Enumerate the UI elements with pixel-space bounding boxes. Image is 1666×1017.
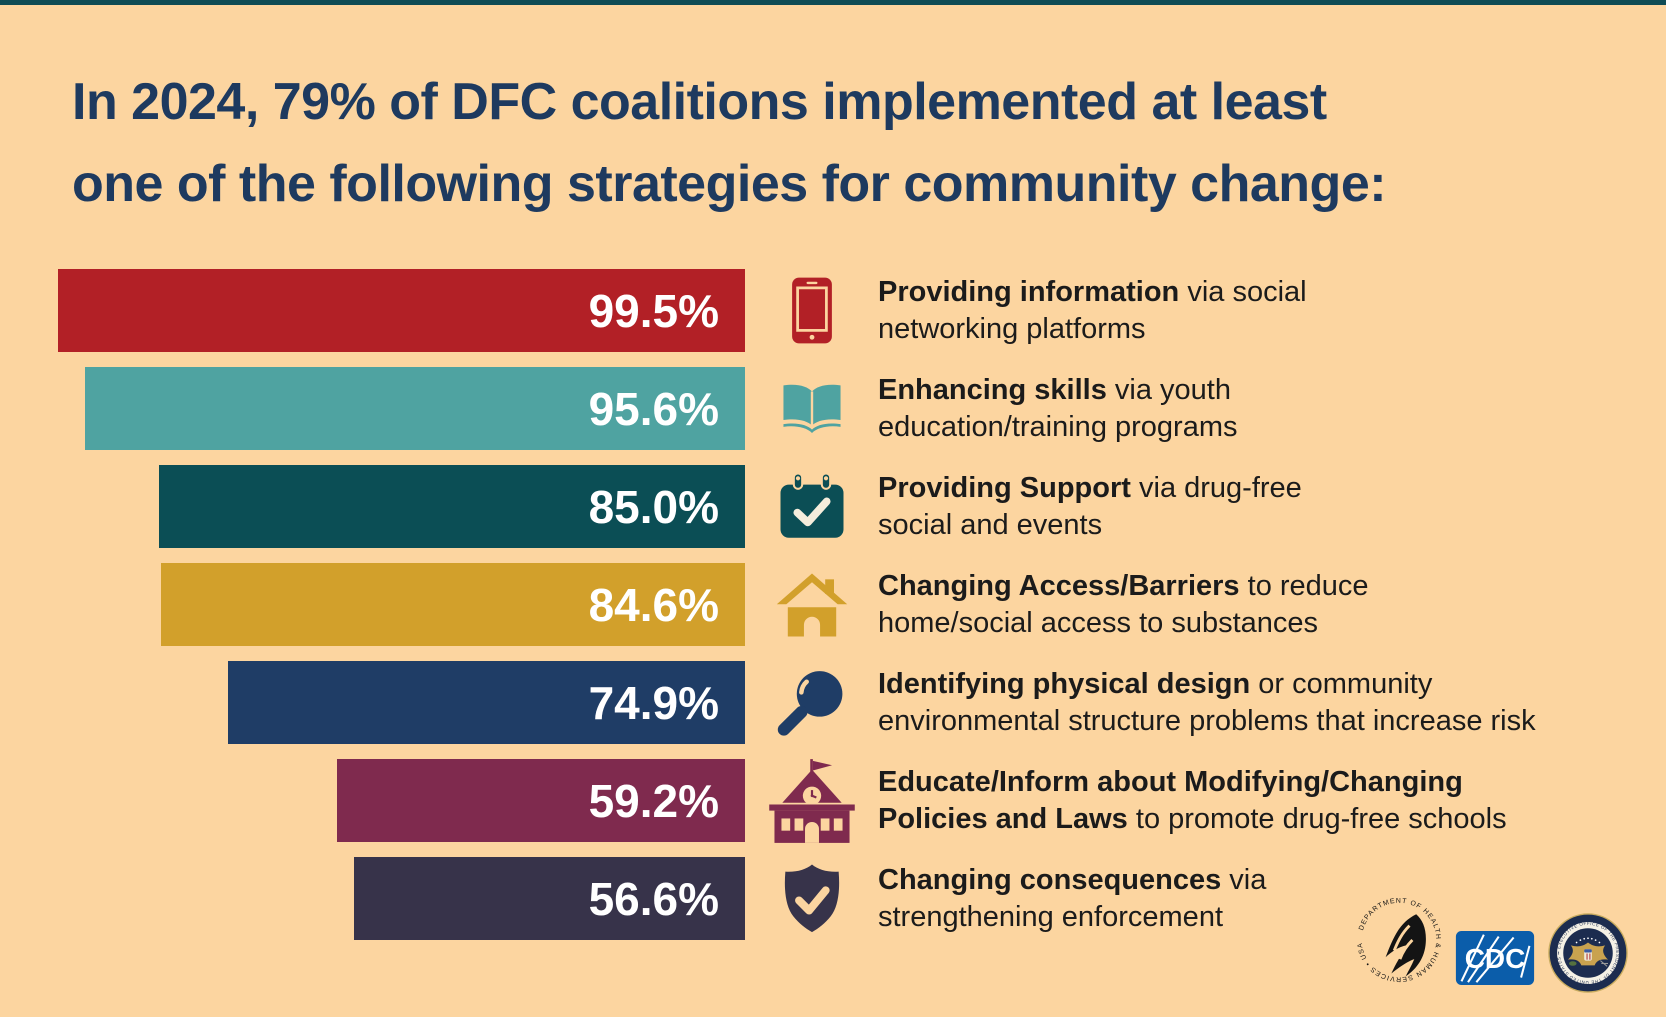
page-title-line1: In 2024, 79% of DFC coalitions implement… — [72, 73, 1327, 131]
bar-description: Enhancing skills via youth education/trai… — [878, 372, 1666, 446]
magnifier-icon — [745, 665, 878, 741]
page-title-line2: one of the following strategies for comm… — [72, 155, 1387, 213]
bar: 85.0% — [158, 465, 745, 548]
bar-description-line: Providing information via social — [878, 275, 1307, 308]
bar-description: Providing information via social networki… — [878, 274, 1666, 348]
bar-value-label: 85.0% — [588, 480, 719, 533]
top-accent-strip — [0, 0, 1666, 5]
bar-description-line: Identifying physical design or community — [878, 667, 1433, 700]
bar-value-label: 74.9% — [588, 676, 719, 729]
cdc-logo-text: CDC — [1465, 943, 1526, 974]
bar-value-label: 56.6% — [588, 872, 719, 925]
bar-description: Changing consequences via strengthening e… — [878, 862, 1666, 936]
bar-description-line: strengthening enforcement — [878, 900, 1223, 933]
page-title: In 2024, 79% of DFC coalitions implement… — [72, 61, 1666, 225]
bar-track: 85.0% — [55, 465, 745, 548]
bar-description: Changing Access/Barriers to reduce home/s… — [878, 568, 1666, 642]
cdc-logo-wrap: CDC — [1455, 931, 1535, 985]
bar-description: Educate/Inform about Modifying/Changing P… — [878, 764, 1666, 838]
chart-row: 84.6% Changing Access/Barriers to reduce… — [0, 563, 1666, 646]
bar: 99.5% — [58, 269, 745, 352]
bar-track: 99.5% — [55, 269, 745, 352]
bar-description-line: Providing Support via drug-free — [878, 471, 1302, 504]
bar-track: 74.9% — [55, 661, 745, 744]
open-book-icon — [745, 382, 878, 435]
bar-description-line: networking platforms — [878, 312, 1146, 345]
bar-track: 56.6% — [55, 857, 745, 940]
smartphone-icon — [745, 276, 878, 345]
bar: 95.6% — [85, 367, 745, 450]
bar-value-label: 99.5% — [588, 284, 719, 337]
bar-description: Identifying physical design or community… — [878, 666, 1666, 740]
bar-description-line: Changing consequences via — [878, 863, 1267, 896]
bar-chart: 99.5% Providing information via social ne… — [0, 269, 1666, 940]
chart-row: 74.9% Identifying physical design or com… — [0, 661, 1666, 744]
bar-value-label: 95.6% — [588, 382, 719, 435]
cdc-logo: CDC — [1455, 931, 1535, 985]
chart-row: 85.0% Providing Support via drug-free soc… — [0, 465, 1666, 548]
bar: 74.9% — [228, 661, 745, 744]
shield-check-icon — [745, 861, 878, 937]
bar-value-label: 59.2% — [588, 774, 719, 827]
chart-row: 59.2% Educate/Inform about Modifying/Cha… — [0, 758, 1666, 843]
bar-description-line: Policies and Laws to promote drug-free s… — [878, 802, 1507, 835]
chart-row: 95.6% Enhancing skills via youth educatio… — [0, 367, 1666, 450]
eop-stars — [1575, 937, 1601, 944]
bar: 84.6% — [161, 563, 745, 646]
footer-logos: DEPARTMENT OF HEALTH & HUMAN SERVICES • … — [1356, 887, 1628, 993]
hhs-logo: DEPARTMENT OF HEALTH & HUMAN SERVICES • … — [1357, 898, 1441, 983]
bar-description-line: environmental structure problems that in… — [878, 704, 1536, 737]
chart-row: 99.5% Providing information via social ne… — [0, 269, 1666, 352]
bar-description-line: Educate/Inform about Modifying/Changing — [878, 765, 1463, 798]
calendar-check-icon — [745, 471, 878, 542]
chart-row: 56.6% Changing consequences via strengthe… — [0, 857, 1666, 940]
bar-description-line: Enhancing skills via youth — [878, 373, 1231, 406]
bar: 56.6% — [354, 857, 745, 940]
school-icon — [745, 758, 878, 843]
bar-track: 95.6% — [55, 367, 745, 450]
bar-description-line: home/social access to substances — [878, 606, 1319, 639]
bar-value-label: 84.6% — [588, 578, 719, 631]
bar: 59.2% — [336, 759, 745, 842]
bar-track: 59.2% — [55, 759, 745, 842]
bar-description-line: social and events — [878, 508, 1103, 541]
bar-description: Providing Support via drug-free social an… — [878, 470, 1666, 544]
bar-description-line: education/training programs — [878, 410, 1238, 443]
eop-seal: • EXECUTIVE OFFICE OF THE PRESIDENT OF T… — [1548, 913, 1628, 993]
bar-track: 84.6% — [55, 563, 745, 646]
house-icon — [745, 572, 878, 638]
bar-description-line: Changing Access/Barriers to reduce — [878, 569, 1369, 602]
